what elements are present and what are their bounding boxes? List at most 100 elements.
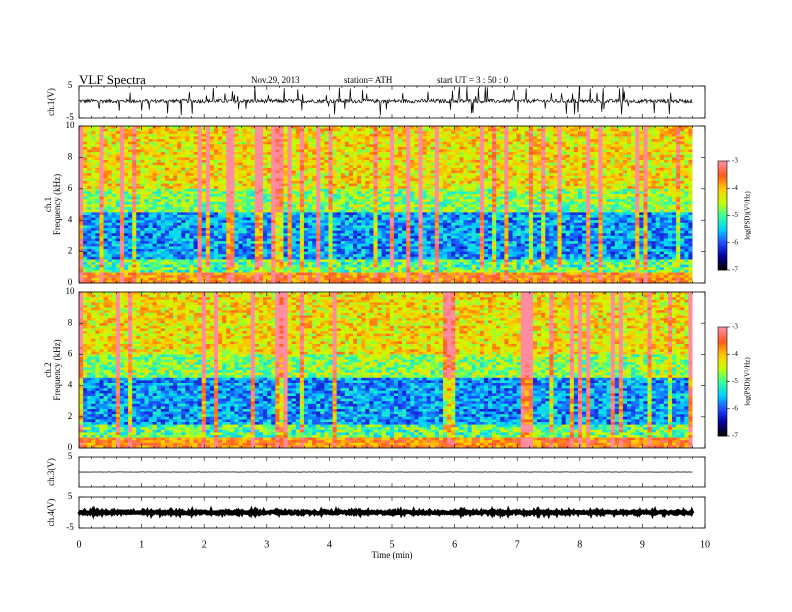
heatmap-cell xyxy=(402,131,407,135)
heatmap-cell xyxy=(471,188,477,192)
heatmap-cell xyxy=(614,146,620,150)
heatmap-cell xyxy=(569,196,575,200)
heatmap-cell xyxy=(647,126,652,130)
heatmap-cell xyxy=(222,152,227,156)
heatmap-cell xyxy=(271,209,276,213)
heatmap-cell xyxy=(348,133,354,137)
heatmap-cell xyxy=(672,188,677,192)
heatmap-cell xyxy=(91,173,96,177)
heatmap-cell xyxy=(95,194,100,198)
heatmap-cell xyxy=(148,126,154,130)
heatmap-cell xyxy=(152,162,158,166)
heatmap-cell xyxy=(438,175,444,179)
heatmap-cell xyxy=(283,146,288,150)
heatmap-cell xyxy=(381,160,387,164)
heatmap-cell xyxy=(234,128,239,132)
heatmap-cell xyxy=(451,207,456,211)
heatmap-cell xyxy=(614,186,620,190)
heatmap-cell xyxy=(561,133,567,137)
heatmap-cell xyxy=(631,191,636,195)
heatmap-cell xyxy=(663,173,669,177)
heatmap-cell xyxy=(168,146,174,150)
heatmap-cell xyxy=(520,170,526,174)
heatmap-cell xyxy=(606,178,612,182)
heatmap-cell xyxy=(496,144,501,148)
heatmap-cell xyxy=(271,160,276,164)
heatmap-cell xyxy=(459,139,464,143)
heatmap-cell xyxy=(422,199,428,203)
heatmap-cell xyxy=(226,175,231,179)
heatmap-cell xyxy=(107,162,113,166)
heatmap-cell xyxy=(242,191,248,195)
heatmap-cell xyxy=(447,178,452,182)
heatmap-cell xyxy=(95,199,100,203)
heatmap-cell xyxy=(500,183,505,187)
heatmap-cell xyxy=(83,201,88,205)
heatmap-cell xyxy=(128,186,133,190)
heatmap-cell xyxy=(218,133,223,137)
heatmap-cell xyxy=(283,209,288,213)
heatmap-cell xyxy=(635,175,640,179)
heatmap-cell xyxy=(688,175,693,179)
heatmap-cell xyxy=(516,144,522,148)
heatmap-cell xyxy=(213,191,219,195)
heatmap-cell xyxy=(479,126,485,130)
heatmap-cell xyxy=(340,157,346,161)
heatmap-cell xyxy=(316,157,321,161)
heatmap-cell xyxy=(377,207,383,211)
heatmap-cell xyxy=(430,196,436,200)
heatmap-cell xyxy=(659,175,665,179)
heatmap-cell xyxy=(209,152,215,156)
heatmap-cell xyxy=(193,180,199,184)
heatmap-cell xyxy=(537,180,542,184)
heatmap-cell xyxy=(230,175,235,179)
heatmap-cell xyxy=(87,162,92,166)
heatmap-cell xyxy=(573,133,579,137)
heatmap-cell xyxy=(111,175,117,179)
heatmap-cell xyxy=(226,149,231,153)
heatmap-cell xyxy=(565,173,571,177)
heatmap-cell xyxy=(197,128,203,132)
heatmap-cell xyxy=(279,128,284,132)
heatmap-cell xyxy=(438,154,444,158)
heatmap-cell xyxy=(643,136,648,140)
heatmap-cell xyxy=(414,149,419,153)
heatmap-cell xyxy=(324,178,329,182)
heatmap-cell xyxy=(320,175,325,179)
heatmap-cell xyxy=(95,188,100,192)
heatmap-cell xyxy=(365,170,370,174)
heatmap-cell xyxy=(443,178,448,182)
heatmap-cell xyxy=(340,160,346,164)
heatmap-cell xyxy=(487,152,493,156)
heatmap-cell xyxy=(455,167,460,171)
heatmap-cell xyxy=(287,160,293,164)
heatmap-cell xyxy=(676,175,681,179)
heatmap-cell xyxy=(308,131,313,135)
heatmap-cell xyxy=(414,180,419,184)
heatmap-cell xyxy=(209,141,215,145)
heatmap-cell xyxy=(312,126,317,130)
heatmap-cell xyxy=(79,149,84,153)
heatmap-cell xyxy=(622,183,628,187)
heatmap-cell xyxy=(189,196,194,200)
heatmap-cell xyxy=(422,160,428,164)
heatmap-cell xyxy=(389,191,395,195)
heatmap-cell xyxy=(655,196,661,200)
heatmap-cell xyxy=(594,173,599,177)
heatmap-cell xyxy=(553,139,558,143)
heatmap-cell xyxy=(643,139,648,143)
heatmap-cell xyxy=(123,196,129,200)
heatmap-cell xyxy=(287,131,293,135)
heatmap-cell xyxy=(410,154,415,158)
heatmap-cell xyxy=(582,194,587,198)
heatmap-cell xyxy=(152,133,158,137)
heatmap-cell xyxy=(373,139,378,143)
heatmap-cell xyxy=(618,160,624,164)
heatmap-cell xyxy=(353,173,358,177)
heatmap-cell xyxy=(635,204,640,208)
heatmap-cell xyxy=(569,207,575,211)
heatmap-cell xyxy=(389,183,395,187)
heatmap-cell xyxy=(684,144,689,148)
heatmap-cell xyxy=(258,149,264,153)
heatmap-cell xyxy=(672,183,677,187)
